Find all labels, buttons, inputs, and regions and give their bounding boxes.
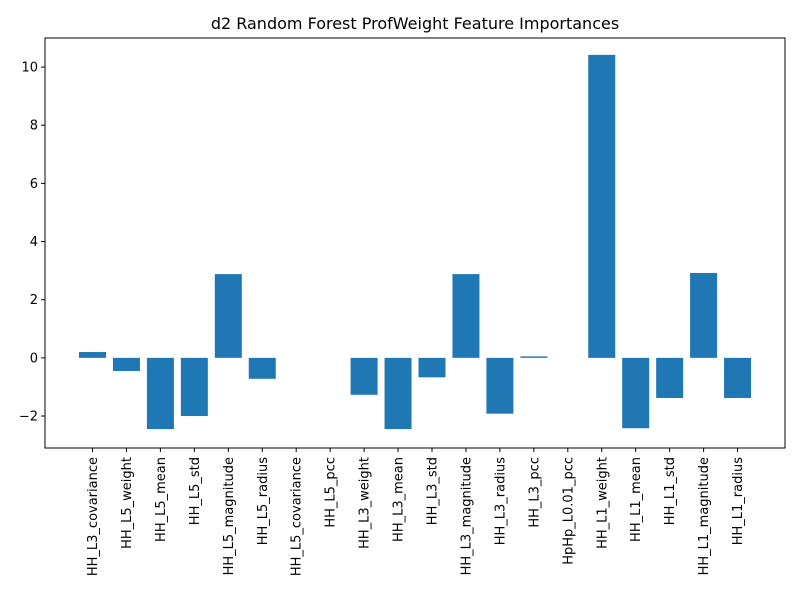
chart-title: d2 Random Forest ProfWeight Feature Impo… [211,14,619,33]
x-tick-label: HH_L5_covariance [290,457,305,576]
bar-HH_L3_weight [350,357,378,395]
bar-HH_L1_mean [622,357,650,429]
x-tick-label: HH_L1_radius [731,457,746,545]
x-tick-label: HH_L1_weight [595,457,610,549]
bar-HH_L3_magnitude [452,274,480,358]
bar-HH_L3_covariance [79,352,106,358]
x-tick-label: HH_L5_pcc [324,457,339,528]
bar-HH_L1_std [656,357,684,398]
y-tick-label: 0 [30,351,38,366]
x-tick-label: HH_L1_mean [629,457,644,542]
bar-HH_L1_magnitude [690,272,718,358]
y-tick-label: −2 [19,410,38,425]
y-tick-label: 2 [30,293,38,308]
x-tick-label: HH_L3_magnitude [459,457,474,575]
y-tick-label: 10 [21,61,38,76]
bar-HH_L3_radius [486,357,514,414]
bar-HH_L5_weight [112,357,140,371]
y-tick-label: 6 [30,177,38,192]
bar-HH_L5_mean [146,357,174,430]
x-tick-label: HH_L1_std [663,457,678,525]
x-tick-label: HH_L1_magnitude [697,457,712,575]
x-tick-label: HH_L5_magnitude [222,457,237,575]
bar-HH_L3_mean [384,357,412,430]
x-tick-label: HH_L3_covariance [86,457,101,576]
x-tick-label: HH_L5_mean [154,457,169,542]
x-tick-label: HH_L5_std [188,457,203,525]
plot-frame [44,37,786,449]
y-tick-label: 4 [30,235,38,250]
bar-HH_L5_std [180,357,208,417]
x-tick-label: HH_L3_radius [493,457,508,545]
bar-HH_L5_radius [248,357,276,379]
x-tick-label: HH_L5_radius [256,457,271,545]
x-tick-label: HH_L3_weight [358,457,373,549]
x-tick-label: HH_L3_mean [392,457,407,542]
x-tick-label: HH_L3_pcc [527,457,542,528]
bar-HH_L5_magnitude [214,274,242,358]
bar-HH_L1_weight [588,54,616,358]
y-tick-label: 8 [30,119,38,134]
x-axis: HH_L3_covariance HH_L5_weight HH_L5_mean HH… [86,448,746,576]
y-axis: −2 0 2 4 6 8 10 [19,61,45,425]
x-tick-label: HpHp_L0.01_pcc [561,457,576,565]
bar-HH_L3_std [418,357,446,378]
x-tick-label: HH_L3_std [426,457,441,525]
bar-HH_L3_pcc [520,356,548,358]
bars-group [79,54,752,430]
x-tick-label: HH_L5_weight [120,457,135,549]
bar-HH_L1_radius [724,357,752,398]
